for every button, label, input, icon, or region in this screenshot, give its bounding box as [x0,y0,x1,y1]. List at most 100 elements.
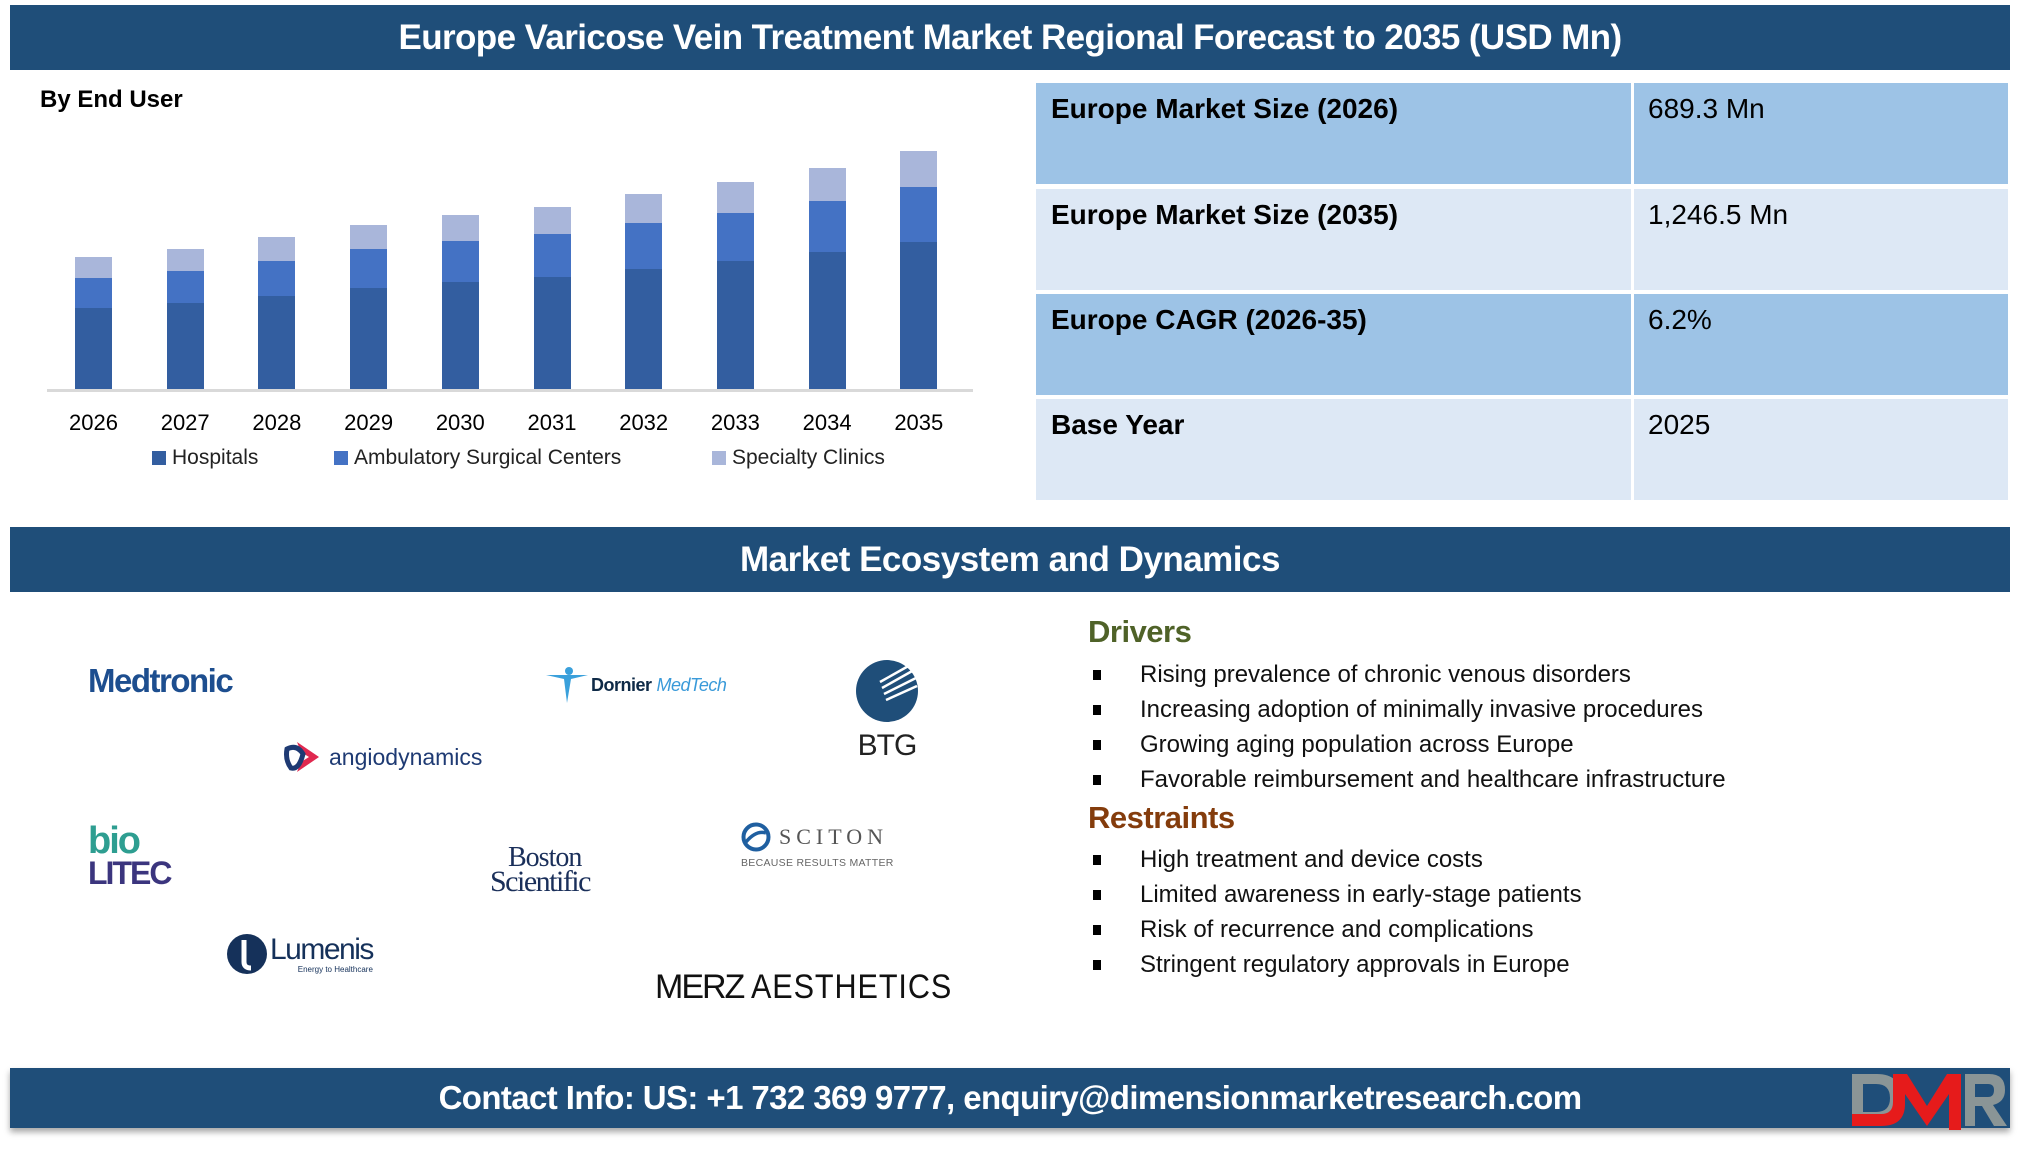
x-axis-label: 2030 [435,410,485,435]
ambulatory-segment [716,213,754,262]
ambulatory-segment [258,260,296,296]
driver-item: Increasing adoption of minimally invasiv… [1088,692,1726,727]
bar-2029 [350,225,388,389]
specialty-segment [166,249,204,271]
legend-item-ambulatory: Ambulatory Surgical Centers [334,446,621,470]
specialty-segment [441,215,479,242]
btg-logo: BTG [853,660,921,763]
dornier-logo: Dornier MedTech [545,666,727,704]
angiodynamics-mark-icon [284,742,319,772]
lumenis-mark-icon [227,934,267,974]
bar-2034 [808,168,846,389]
x-axis-label: 2028 [252,410,302,435]
legend-item-hospitals: Hospitals [152,446,258,470]
dmr-logo [1849,1068,2009,1132]
summary-value: 2025 [1648,409,1711,440]
footer-contact-band: Contact Info: US: +1 732 369 9777, enqui… [10,1068,2010,1128]
btg-globe-icon [856,660,918,722]
x-axis-label: 2033 [710,410,760,435]
x-axis-label: 2032 [619,410,669,435]
dornier-figure-icon [546,667,588,703]
stacked-bar-chart: 2026 2027 2028 2029 2030 2031 2032 2033 2034 2035… [0,0,1000,500]
specialty-segment [716,182,754,214]
hospitals-segment [716,261,754,389]
drivers-title: Drivers [1088,614,1192,649]
bar-2035 [900,151,938,389]
summary-row: Base Year 2025 [1036,399,2008,500]
specialty-segment [900,151,938,187]
biolitec-logo: bio LITEC [88,820,172,891]
bar-2026 [75,257,112,389]
bullet-icon [1093,959,1101,970]
summary-row: Europe Market Size (2026) 689.3 Mn [1036,83,2008,184]
bullet-icon [1093,739,1101,750]
legend-item-specialty: Specialty Clinics [712,446,885,470]
bullet-icon [1093,669,1101,680]
driver-item: Rising prevalence of chronic venous diso… [1088,657,1726,692]
dmr-logo-icon [1852,1074,2007,1130]
chart-section-label: By End User [40,86,183,113]
legend-swatch [152,451,166,465]
ambulatory-segment [900,187,938,242]
restraint-item: Stringent regulatory approvals in Europe [1088,947,1582,982]
restraints-title: Restraints [1088,800,1235,835]
bullet-icon [1093,889,1101,900]
legend-swatch [334,451,348,465]
ecosystem-band: Market Ecosystem and Dynamics [10,527,2010,592]
angiodynamics-logo: angiodynamics [283,740,482,774]
x-axis-line [47,389,973,392]
summary-label: Europe Market Size (2026) [1036,83,1634,184]
bullet-icon [1093,704,1101,715]
ambulatory-segment [625,223,663,269]
hospitals-segment [166,302,204,389]
hospitals-segment [350,287,388,389]
x-axis-label: 2026 [69,410,118,435]
contact-info: Contact Info: US: +1 732 369 9777, enqui… [438,1079,1582,1116]
driver-item: Favorable reimbursement and healthcare i… [1088,762,1726,797]
drivers-list: Rising prevalence of chronic venous diso… [1088,657,1726,797]
summary-row: Europe Market Size (2035) 1,246.5 Mn [1036,189,2008,290]
ambulatory-segment [75,277,112,308]
summary-label: Europe CAGR (2026-35) [1036,294,1634,395]
summary-value: 689.3 Mn [1648,93,1765,124]
hospitals-segment [533,276,571,389]
hospitals-segment [625,268,663,389]
summary-label: Base Year [1036,399,1634,500]
page-title-band: Europe Varicose Vein Treatment Market Re… [10,5,2010,70]
sciton-logo: SCITON BECAUSE RESULTS MATTER [741,822,894,869]
hospitals-segment [808,252,846,389]
summary-value: 6.2% [1648,304,1712,335]
driver-item: Growing aging population across Europe [1088,727,1726,762]
specialty-segment [533,207,571,235]
ambulatory-segment [533,234,571,277]
x-axis-label: 2034 [802,410,852,435]
specialty-segment [625,194,663,224]
x-axis-label: 2031 [527,410,577,435]
legend-swatch [712,451,726,465]
ambulatory-segment [350,249,388,288]
specialty-segment [808,168,846,202]
bar-2027 [166,249,204,389]
restraints-list: High treatment and device costs Limited … [1088,842,1582,982]
bar-2028 [258,237,296,389]
summary-row: Europe CAGR (2026-35) 6.2% [1036,294,2008,395]
ambulatory-segment [166,270,204,303]
boston-scientific-logo: Boston Scientific [490,842,591,898]
bullet-icon [1093,924,1101,935]
bar-2031 [533,207,571,389]
hospitals-segment [441,281,479,389]
lumenis-logo: Lumenis Energy to Healthcare [227,932,374,976]
summary-label: Europe Market Size (2035) [1036,189,1634,290]
hospitals-segment [900,241,938,389]
x-axis-label: 2035 [894,410,944,435]
bar-2033 [716,182,754,389]
restraint-item: Risk of recurrence and complications [1088,912,1582,947]
x-axis-label: 2027 [160,410,210,435]
specialty-segment [350,225,388,250]
sciton-swirl-icon [741,822,771,852]
x-axis-label: 2029 [344,410,394,435]
bar-2032 [625,194,663,389]
merz-aesthetics-logo: MERZ AESTHETICS [655,968,953,1006]
specialty-segment [75,257,112,278]
restraint-item: High treatment and device costs [1088,842,1582,877]
